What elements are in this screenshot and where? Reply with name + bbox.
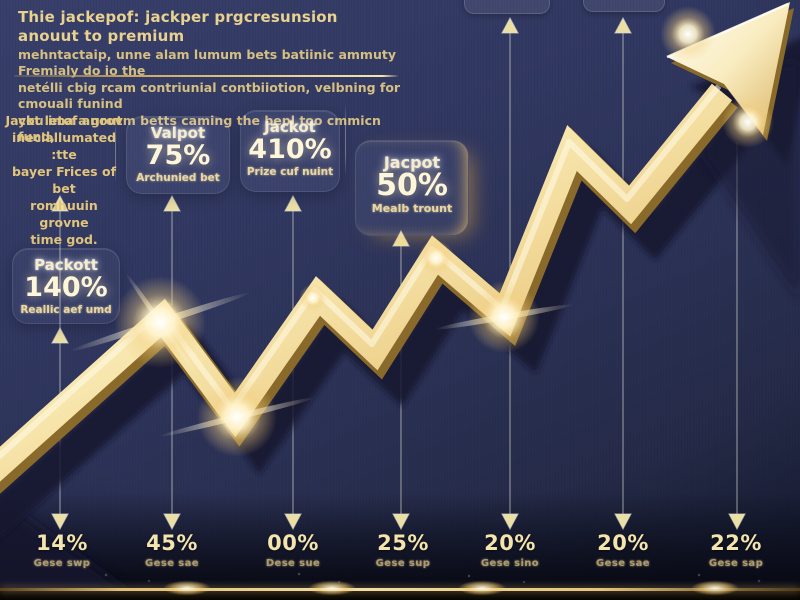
floor-flare	[300, 578, 364, 598]
floor-flare	[450, 578, 514, 598]
stat-caption: Gese sino	[480, 558, 540, 569]
header-divider	[14, 75, 398, 77]
left-note: Jackt letof anout ineclallumated :tte ba…	[4, 112, 124, 248]
stat-value: 00%	[267, 531, 319, 555]
sparkle-dots	[0, 0, 2, 2]
callout-packott: Packott 140% Reallic aef umd	[12, 248, 120, 324]
callout-caption: Mealb trount	[371, 202, 453, 215]
callout-divider	[115, 122, 116, 182]
bottom-stat: 00% Dese sue	[247, 531, 339, 569]
callout-caption: Archunied bet	[136, 172, 220, 184]
stat-caption: Gese sae	[145, 558, 199, 569]
stat-value: 25%	[377, 531, 429, 555]
bottom-stat: 45% Gese sae	[126, 531, 218, 569]
callout-divider	[345, 104, 346, 176]
stat-caption: Gese swp	[33, 558, 91, 569]
callout-jackot: Jackot 410% Prize cuf nuint	[240, 110, 340, 192]
callout-jacpot: Jacpot 50% Mealb trount	[355, 140, 469, 236]
page-title: Thie jackepof: jackper prgcresunsion ano…	[18, 8, 338, 45]
stat-value: 14%	[36, 531, 88, 555]
stat-value: 20%	[597, 531, 649, 555]
stat-caption: Gese sae	[596, 558, 650, 569]
left-note-line: Jackt letof anout	[5, 113, 123, 128]
callout-valpot: Valpot 75% Archunied bet	[126, 116, 230, 194]
stat-value: 22%	[710, 531, 762, 555]
stat-caption: Dese sue	[265, 558, 321, 569]
callout-value: 50%	[376, 168, 448, 203]
bottom-stat: 20% Gese sino	[464, 531, 556, 569]
floor-flare	[155, 578, 219, 598]
floor-glow-line	[0, 588, 800, 591]
empty-callout-box	[583, 0, 665, 12]
stat-caption: Gese sap	[708, 558, 764, 569]
stat-value: 45%	[146, 531, 198, 555]
bottom-stat: 22% Gese sap	[690, 531, 782, 569]
bottom-stat: 25% Gese sup	[357, 531, 449, 569]
floor-flare	[683, 578, 747, 598]
bottom-stat: 20% Gese sae	[577, 531, 669, 569]
stat-caption: Gese sup	[375, 558, 431, 569]
callout-value: 140%	[24, 272, 108, 303]
left-note-line: romhuuin grovne	[30, 198, 98, 230]
callout-value: 75%	[145, 140, 211, 171]
left-note-line: time god.	[30, 232, 98, 247]
empty-callout-box	[464, 0, 550, 14]
left-note-line: bayer Frices of bet	[11, 164, 117, 196]
stat-value: 20%	[484, 531, 536, 555]
left-note-line: ineclallumated :tte	[11, 130, 117, 162]
callout-caption: Reallic aef umd	[20, 304, 112, 316]
callout-value: 410%	[248, 134, 332, 165]
callout-caption: Prize cuf nuint	[246, 166, 334, 178]
bottom-stat: 14% Gese swp	[16, 531, 108, 569]
